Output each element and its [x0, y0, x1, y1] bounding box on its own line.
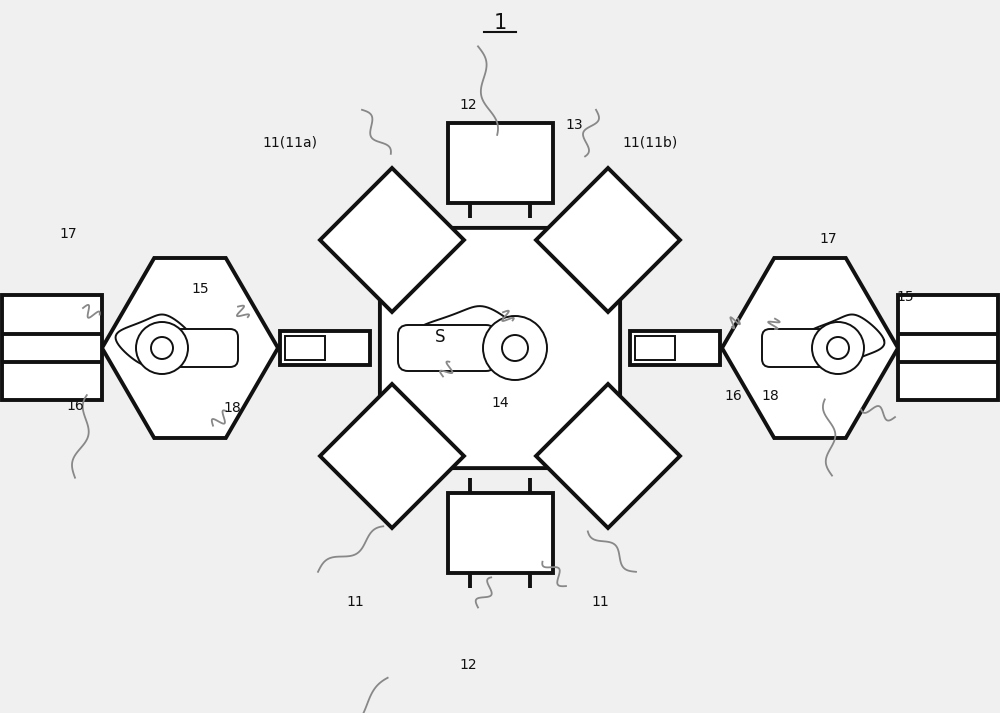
- Text: 1: 1: [493, 13, 507, 33]
- Text: 15: 15: [191, 282, 209, 296]
- FancyBboxPatch shape: [398, 325, 496, 371]
- Bar: [2, 295, 102, 400]
- Text: 11(11a): 11(11a): [262, 135, 318, 150]
- Text: 16: 16: [66, 399, 84, 414]
- Text: 14: 14: [491, 396, 509, 410]
- Bar: [448, 493, 553, 573]
- Bar: [280, 331, 370, 365]
- Text: 12: 12: [459, 98, 477, 112]
- Polygon shape: [102, 258, 278, 438]
- Text: 11(11b): 11(11b): [622, 135, 678, 150]
- Text: 11: 11: [346, 595, 364, 610]
- FancyBboxPatch shape: [167, 329, 238, 367]
- Bar: [898, 295, 998, 400]
- Text: 18: 18: [761, 389, 779, 403]
- Polygon shape: [536, 168, 680, 312]
- Polygon shape: [415, 306, 525, 370]
- Circle shape: [136, 322, 188, 374]
- Bar: [635, 336, 675, 360]
- Polygon shape: [806, 314, 884, 366]
- Bar: [448, 123, 553, 203]
- Bar: [285, 336, 325, 360]
- Polygon shape: [320, 168, 464, 312]
- Circle shape: [151, 337, 173, 359]
- Text: 15: 15: [896, 290, 914, 304]
- Text: 17: 17: [819, 232, 837, 246]
- Text: 17: 17: [59, 227, 77, 241]
- Polygon shape: [380, 228, 620, 468]
- Circle shape: [502, 335, 528, 361]
- Circle shape: [483, 316, 547, 380]
- Polygon shape: [536, 384, 680, 528]
- Polygon shape: [116, 314, 194, 366]
- Text: 13: 13: [565, 118, 583, 132]
- Polygon shape: [722, 258, 898, 438]
- Circle shape: [812, 322, 864, 374]
- Polygon shape: [320, 384, 464, 528]
- Text: S: S: [435, 327, 445, 346]
- Text: 11: 11: [591, 595, 609, 610]
- Circle shape: [827, 337, 849, 359]
- FancyBboxPatch shape: [762, 329, 833, 367]
- Text: 18: 18: [223, 401, 241, 415]
- Text: 12: 12: [459, 657, 477, 672]
- Text: 16: 16: [724, 389, 742, 403]
- Bar: [630, 331, 720, 365]
